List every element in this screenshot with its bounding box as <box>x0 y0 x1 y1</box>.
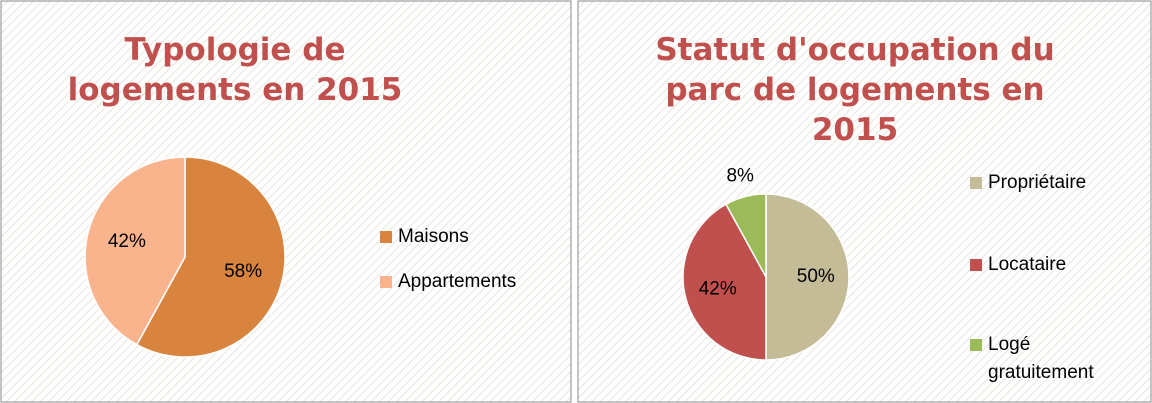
data-label: 42% <box>108 231 146 252</box>
data-label: 42% <box>699 278 737 299</box>
legend-swatch <box>970 259 982 271</box>
panel <box>577 0 1152 403</box>
legend-swatch <box>970 339 982 351</box>
pie-slice <box>84 156 186 346</box>
pie-slice <box>765 193 850 361</box>
legend-swatch <box>970 177 982 189</box>
data-label: 50% <box>797 266 835 287</box>
legend-label: Maisons <box>398 226 469 247</box>
chart-title: Statut d'occupation du parc de logements… <box>655 32 1055 148</box>
chart-title: Typologie de logements en 2015 <box>67 32 403 108</box>
pie-slice <box>682 203 767 361</box>
data-label: 58% <box>224 261 262 282</box>
legend-swatch <box>380 231 392 243</box>
pie-slice <box>135 156 286 358</box>
legend-label: Appartements <box>398 271 517 292</box>
pie-slice <box>724 193 767 278</box>
legend-label: Logé gratuitement <box>988 334 1094 383</box>
panel <box>0 0 572 403</box>
legend-swatch <box>380 276 392 288</box>
legend-label: Locataire <box>988 254 1067 275</box>
legend-label: Propriétaire <box>988 172 1087 193</box>
data-label: 8% <box>726 166 754 187</box>
